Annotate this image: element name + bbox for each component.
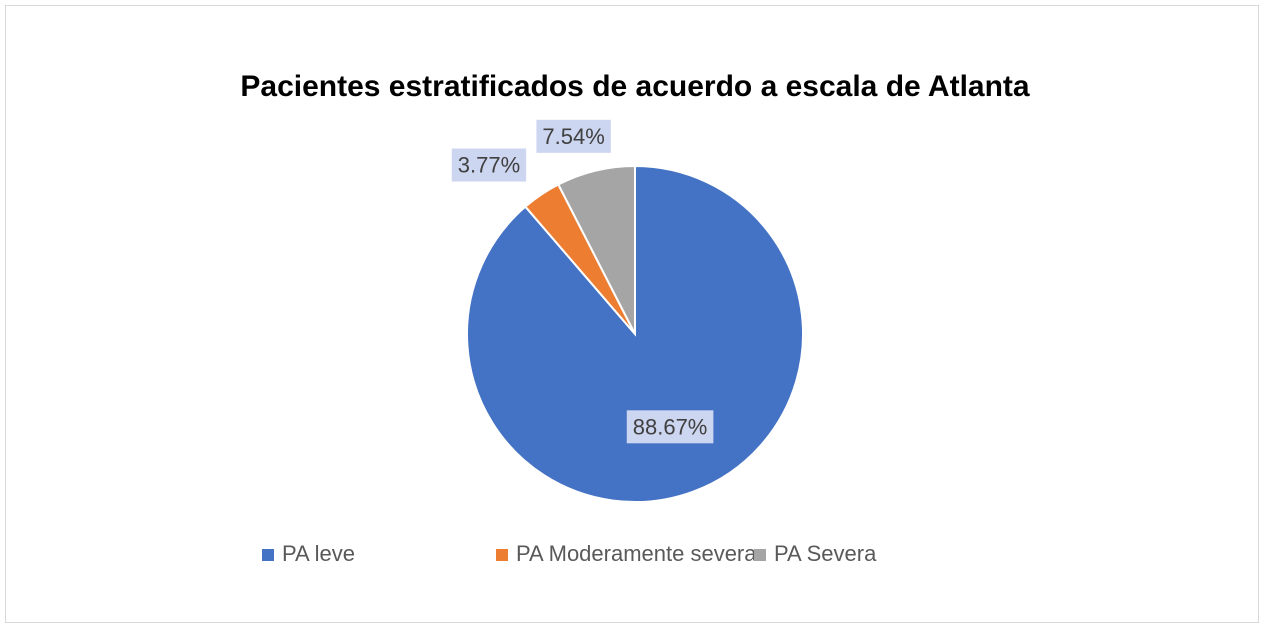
legend-swatch: [262, 549, 274, 561]
data-label-box: [626, 410, 714, 444]
data-label: 7.54%: [542, 124, 604, 149]
chart-title: Pacientes estratificados de acuerdo a es…: [240, 70, 1030, 103]
legend-label: PA leve: [282, 541, 355, 566]
data-label-box: [536, 119, 611, 153]
legend-label: PA Severa: [774, 541, 877, 566]
pie-slice: [556, 164, 636, 335]
legend-swatch: [496, 549, 508, 561]
legend-swatch: [754, 549, 766, 561]
legend-label: PA Moderamente severa: [516, 541, 757, 566]
data-label: 88.67%: [633, 414, 708, 439]
data-label: 3.77%: [458, 153, 520, 178]
data-label-box: [451, 148, 527, 182]
